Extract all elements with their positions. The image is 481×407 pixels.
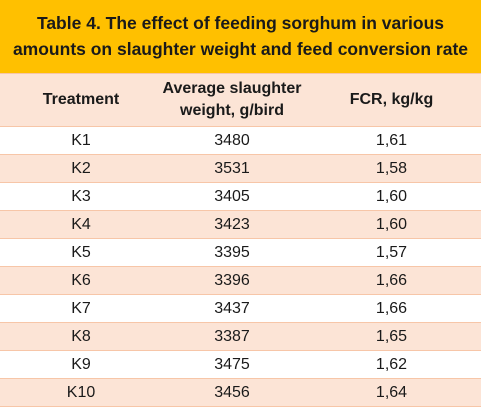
table-row: K2 3531 1,58 xyxy=(0,154,481,182)
cell-treatment: K10 xyxy=(66,383,96,401)
cell-treatment: K4 xyxy=(71,215,91,233)
cell-fcr: 1,60 xyxy=(375,187,408,205)
cell-weight: 3475 xyxy=(214,355,250,373)
header-weight: Average slaughter weight, g/bird xyxy=(162,74,302,126)
table-row: K8 3387 1,65 xyxy=(0,322,481,350)
cell-fcr: 1,64 xyxy=(375,383,408,401)
cell-treatment: K8 xyxy=(71,327,91,345)
header-treatment: Treatment xyxy=(42,91,120,108)
cell-fcr: 1,62 xyxy=(375,355,408,373)
table-title-line2: amounts on slaughter weight and feed con… xyxy=(12,39,469,59)
cell-weight: 3531 xyxy=(214,159,250,177)
cell-fcr: 1,57 xyxy=(375,243,408,261)
table-row: K3 3405 1,60 xyxy=(0,182,481,210)
table-row: K1 3480 1,61 xyxy=(0,126,481,154)
table-row: K10 3456 1,64 xyxy=(0,378,481,406)
cell-treatment: K1 xyxy=(71,131,91,149)
cell-fcr: 1,61 xyxy=(375,131,408,149)
cell-weight: 3456 xyxy=(214,383,250,401)
header-fcr: FCR, kg/kg xyxy=(349,91,434,108)
table-row: K7 3437 1,66 xyxy=(0,294,481,322)
cell-fcr: 1,60 xyxy=(375,215,408,233)
header-weight-line2: weight, g/bird xyxy=(180,102,284,119)
table-row: K4 3423 1,60 xyxy=(0,210,481,238)
cell-treatment: K3 xyxy=(71,187,91,205)
cell-fcr: 1,66 xyxy=(375,271,408,289)
table-header: Treatment Average slaughter weight, g/bi… xyxy=(0,73,481,126)
cell-weight: 3405 xyxy=(214,187,250,205)
table-title: Table 4. The effect of feeding sorghum i… xyxy=(0,0,481,73)
header-weight-line1: Average slaughter xyxy=(162,80,302,97)
cell-weight: 3437 xyxy=(214,299,250,317)
cell-fcr: 1,58 xyxy=(375,159,408,177)
cell-treatment: K2 xyxy=(71,159,91,177)
cell-weight: 3395 xyxy=(214,243,250,261)
cell-weight: 3480 xyxy=(214,131,250,149)
cell-fcr: 1,65 xyxy=(375,327,408,345)
table-row: K9 3475 1,62 xyxy=(0,350,481,378)
table-row: K5 3395 1,57 xyxy=(0,238,481,266)
cell-fcr: 1,66 xyxy=(375,299,408,317)
table-title-line1: Table 4. The effect of feeding sorghum i… xyxy=(36,13,445,33)
cell-treatment: K9 xyxy=(71,355,91,373)
cell-weight: 3396 xyxy=(214,271,250,289)
cell-weight: 3387 xyxy=(214,327,250,345)
cell-weight: 3423 xyxy=(214,215,250,233)
cell-treatment: K5 xyxy=(71,243,91,261)
table-row: K6 3396 1,66 xyxy=(0,266,481,294)
cell-treatment: K7 xyxy=(71,299,91,317)
table-body: K1 3480 1,61 K2 3531 1,58 K3 3405 1,60 K… xyxy=(0,126,481,407)
cell-treatment: K6 xyxy=(71,271,91,289)
